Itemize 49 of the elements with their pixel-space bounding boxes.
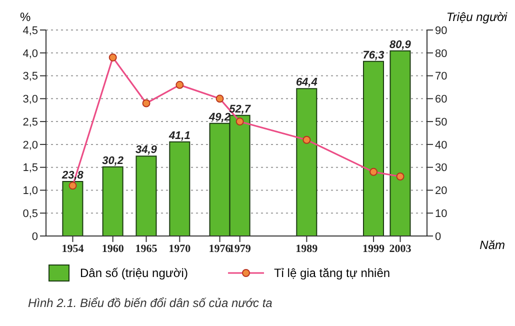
y2-tick-label: 70 [435,70,448,83]
bar [62,181,84,236]
y2-axis-title: Triệu người [446,10,507,24]
x-axis-title: Năm [480,238,505,252]
y-tick-label: 4,0 [22,48,38,60]
x-tick-label: 1970 [168,242,192,255]
y-axis-title: % [20,10,31,24]
x-tick-label: 1976 [208,242,232,255]
bar [296,88,318,236]
y-tick-label: 2,0 [22,139,38,152]
bar [169,141,190,236]
y-tick-label: 3,0 [22,94,38,106]
y2-tick-label: 50 [435,116,448,128]
data-label: 41,1 [168,130,190,142]
x-tick-label: 2003 [389,242,412,255]
legend-label: Dân số (triệu người) [80,266,188,280]
x-tick-label: 1960 [102,242,124,255]
y2-tick-label: 30 [435,162,448,174]
x-tick-label: 1999 [362,242,386,255]
data-label: 52,7 [229,103,252,116]
y-tick-label: 3,5 [22,70,38,83]
data-label: 80,9 [390,38,412,51]
y2-tick-label: 80 [435,48,448,60]
y-tick-label: 0 [32,230,38,243]
y-tick-label: 0,5 [22,208,38,220]
bar [363,60,384,236]
legend-label: Tỉ lệ gia tăng tự nhiên [274,266,390,280]
data-label: 76,3 [362,49,384,62]
bar [136,156,157,236]
data-label: 64,4 [296,76,318,89]
bar [102,166,124,236]
y-tick-label: 4,5 [22,24,38,37]
y-tick-label: 1,0 [22,185,38,198]
y-tick-label: 1,5 [22,162,38,174]
y2-tick-label: 10 [435,208,448,220]
y2-tick-label: 0 [435,230,442,243]
y2-tick-label: 20 [435,185,448,198]
x-tick-label: 1965 [135,242,158,255]
x-tick-label: 1979 [228,242,252,255]
y2-tick-label: 60 [435,94,448,106]
x-tick-label: 1954 [62,242,84,255]
data-label: 30,2 [102,154,124,167]
text: Hình 2.1. Biểu đồ biến đổi dân số của nước ta [28,296,274,310]
bar [390,50,411,236]
x-tick-label: 1989 [296,242,318,255]
y2-tick-label: 40 [435,139,448,152]
data-label: 34,9 [136,144,158,156]
y2-tick-label: 90 [435,24,448,37]
y-tick-label: 2,5 [22,116,38,128]
